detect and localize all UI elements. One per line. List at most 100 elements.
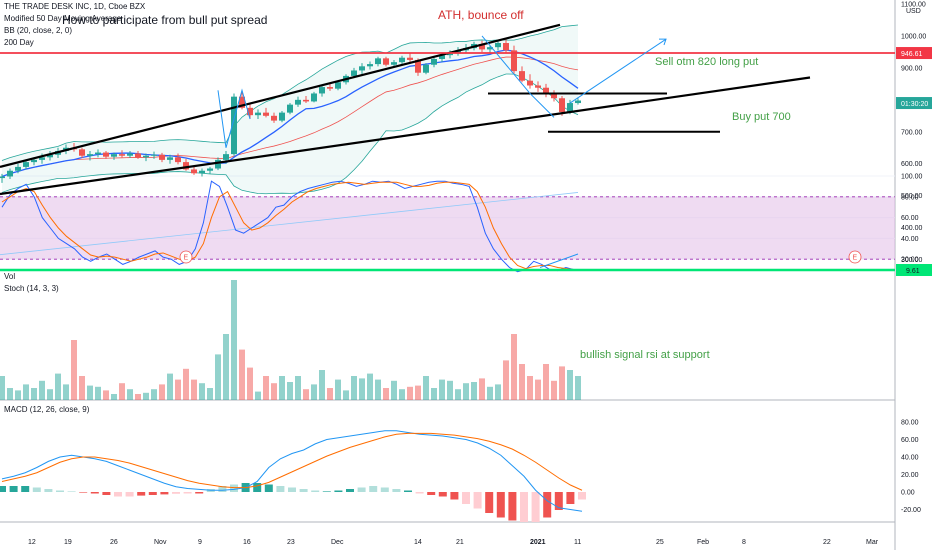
macd-histogram-bar	[520, 492, 528, 522]
price-tick-label: 1100.00	[901, 2, 926, 9]
volume-bar	[447, 380, 453, 400]
volume-bar	[31, 388, 37, 400]
candle-body	[479, 43, 485, 50]
macd-histogram-bar	[264, 484, 273, 492]
stoch-tick-label: 80.00	[901, 194, 919, 201]
macd-histogram-bar	[56, 490, 64, 492]
volume-bar	[175, 379, 181, 400]
candle-body	[175, 157, 181, 163]
volume-bar	[303, 389, 309, 400]
macd-histogram-bar	[90, 492, 99, 494]
candle-body	[135, 153, 141, 158]
candle-body	[183, 162, 189, 170]
date-tick-label: Nov	[154, 539, 167, 546]
volume-bar	[247, 367, 253, 400]
candle-body	[295, 99, 301, 105]
candle-body	[415, 59, 421, 73]
macd-histogram-bar	[44, 489, 53, 492]
volume-bar	[471, 382, 477, 400]
volume-bar	[287, 382, 293, 400]
candle-body	[367, 64, 373, 67]
macd-pane-label: MACD (12, 26, close, 9)	[4, 405, 90, 414]
volume-bar	[39, 380, 45, 400]
bb-basis-line	[1, 56, 579, 177]
stoch-value-tag	[896, 264, 932, 277]
channel-upper-line	[0, 23, 561, 168]
macd-histogram-bar	[415, 492, 424, 494]
date-tick-label: 2021	[530, 539, 546, 546]
candle-body	[0, 176, 5, 179]
macd-histogram-bar	[276, 486, 285, 492]
candle-body	[279, 112, 285, 121]
volume-bar	[199, 383, 205, 400]
blue-arrow-head	[659, 38, 667, 46]
price-tick-label: 900.00	[901, 65, 923, 72]
macd-histogram-bar	[183, 492, 192, 494]
candle-body	[319, 87, 325, 94]
macd-histogram-bar	[566, 492, 575, 504]
macd-histogram-bar	[9, 486, 18, 492]
macd-histogram-bar	[299, 489, 308, 492]
date-tick-label: 26	[110, 539, 118, 546]
macd-histogram-bar	[380, 487, 389, 492]
candle-body	[127, 153, 133, 156]
volume-bar	[239, 349, 245, 400]
volume-bar	[15, 390, 21, 400]
volume-bar	[479, 378, 485, 400]
macd-tick-label: 20.00	[901, 472, 919, 479]
candle-body	[391, 62, 397, 65]
volume-bar	[527, 376, 533, 400]
stoch-overbought-oversold-band	[0, 196, 895, 260]
candle-body	[431, 58, 437, 65]
date-tick-label: Mar	[866, 539, 879, 546]
candle-body	[335, 82, 341, 89]
volume-bar	[135, 394, 141, 400]
candle-body	[143, 155, 149, 158]
volume-bar	[351, 376, 357, 400]
candle-body	[399, 57, 405, 63]
macd-histogram-bar	[148, 492, 157, 495]
macd-histogram-bar	[311, 490, 320, 492]
candle-body	[567, 103, 573, 112]
macd-histogram-bar	[137, 492, 146, 496]
volume-bar	[167, 373, 173, 400]
macd-histogram-bar	[543, 492, 552, 518]
candlesticks	[0, 39, 581, 183]
date-tick-label: 19	[64, 539, 72, 546]
candle-body	[519, 71, 525, 81]
stoch-tick-label: 60.00	[901, 215, 919, 222]
candle-body	[575, 100, 581, 104]
macd-histogram-bar	[32, 487, 41, 492]
macd-histogram-bar	[67, 491, 76, 492]
candle-body	[303, 99, 309, 102]
candle-body	[111, 154, 117, 157]
price-tick-label: 300.00	[901, 257, 923, 264]
volume-bar	[567, 370, 573, 400]
candle-body	[95, 152, 101, 155]
ma200-line	[0, 192, 579, 256]
candle-body	[439, 55, 445, 59]
volume-bar	[295, 376, 301, 400]
volume-bar	[263, 376, 269, 400]
volume-bar	[343, 390, 349, 400]
earnings-marker-label: E	[853, 255, 858, 262]
candle-body	[311, 93, 317, 102]
volume-bar	[575, 376, 581, 400]
volume-bar	[79, 376, 85, 400]
volume-bar	[359, 378, 365, 400]
candle-body	[15, 166, 21, 171]
volume-bar	[183, 368, 189, 400]
volume-bar	[383, 388, 389, 400]
volume-bar	[399, 389, 405, 400]
macd-line	[1, 430, 583, 512]
candle-body	[455, 50, 461, 54]
macd-histogram-bar	[404, 490, 412, 492]
macd-histogram-bar	[172, 492, 180, 494]
currency-label: USD	[906, 8, 921, 15]
candle-body	[239, 96, 245, 108]
macd-histogram-bar	[114, 492, 122, 497]
macd-tick-label: 80.00	[901, 420, 919, 427]
volume-bar	[463, 383, 469, 400]
candle-body	[79, 149, 85, 156]
